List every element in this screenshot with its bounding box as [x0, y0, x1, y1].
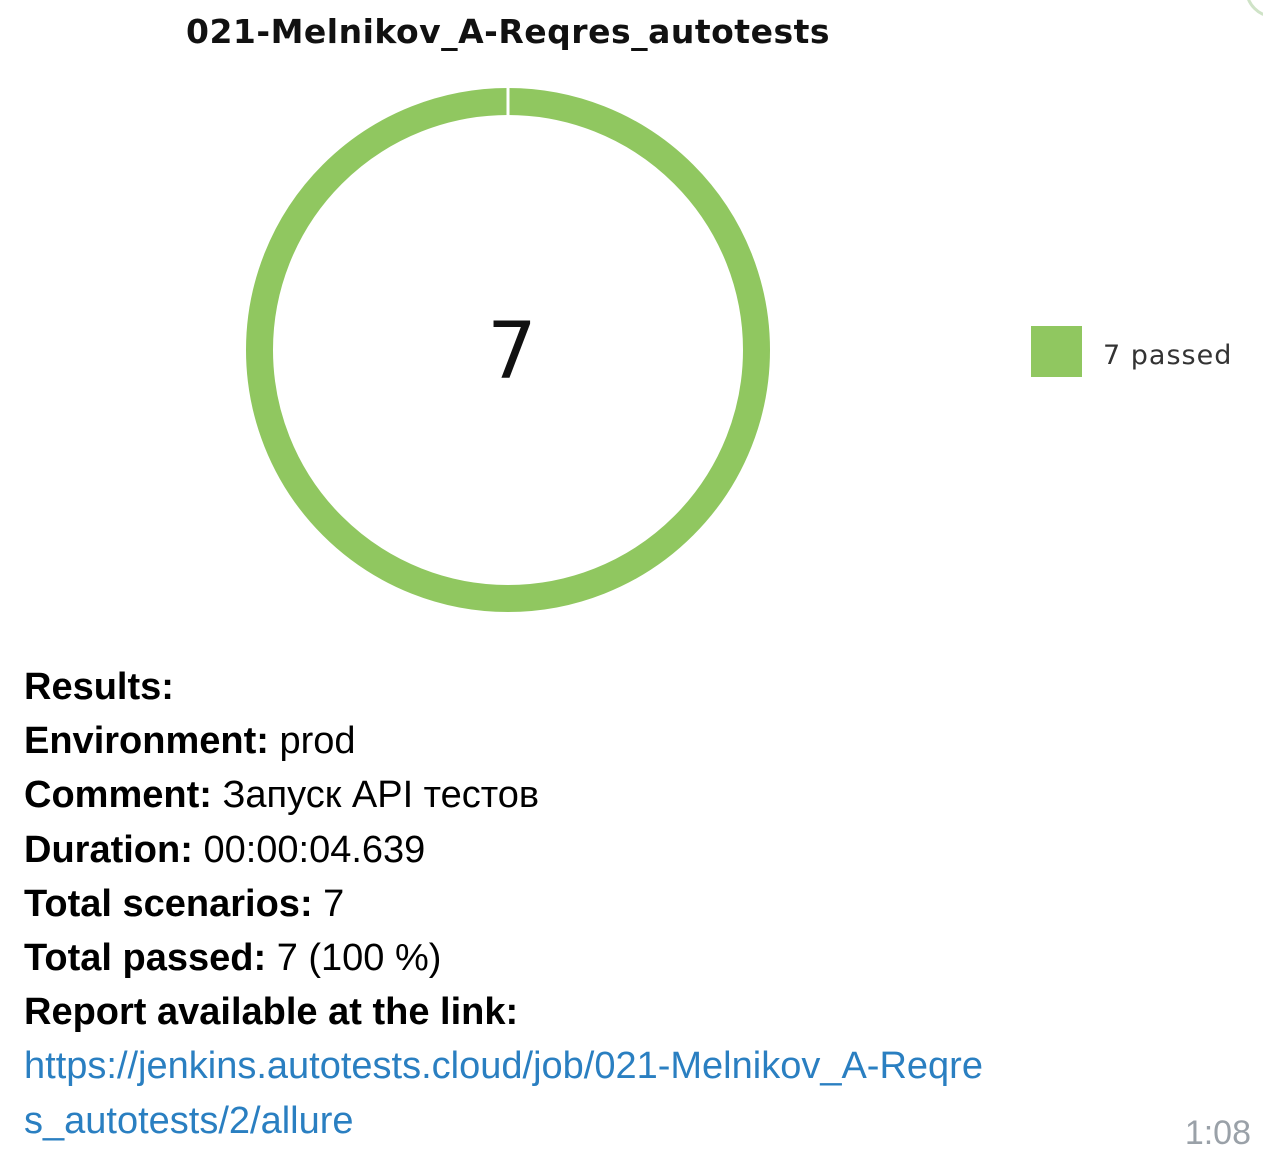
comment-line: Comment: Запуск API тестов: [24, 768, 1174, 822]
duration-value: 00:00:04.639: [203, 828, 426, 871]
allure-chart-image[interactable]: 021-Melnikov_A-Reqres_autotests 7 7 pass…: [0, 0, 1263, 630]
environment-line: Environment: prod: [24, 714, 1174, 768]
total-scenarios-line: Total scenarios: 7: [24, 877, 1174, 931]
total-passed-line: Total passed: 7 (100 %): [24, 931, 1174, 985]
environment-label: Environment:: [24, 720, 269, 763]
comment-label: Comment:: [24, 774, 212, 817]
duration-line: Duration: 00:00:04.639: [24, 823, 1174, 877]
message-text: Results: Environment: prod Comment: Запу…: [24, 660, 1174, 1148]
report-link[interactable]: https://jenkins.autotests.cloud/job/021-…: [24, 1045, 983, 1142]
comment-value: Запуск API тестов: [222, 774, 540, 817]
report-label: Report available at the link:: [24, 991, 519, 1034]
center-total: 7: [487, 307, 537, 397]
legend-swatch: [1031, 326, 1082, 377]
legend-label: 7 passed: [1103, 340, 1232, 371]
total-scenarios-label: Total scenarios:: [24, 882, 313, 925]
results-heading: Results:: [24, 666, 174, 708]
total-passed-value: 7 (100 %): [276, 937, 442, 980]
total-scenarios-value: 7: [323, 882, 345, 925]
donut-chart: 7 7 passed: [246, 88, 1232, 612]
chart-title: 021-Melnikov_A-Reqres_autotests: [185, 12, 831, 51]
duration-label: Duration:: [24, 828, 193, 871]
environment-value: prod: [279, 720, 356, 763]
message-timestamp: 1:08: [1184, 1114, 1251, 1152]
total-passed-label: Total passed:: [24, 937, 267, 980]
